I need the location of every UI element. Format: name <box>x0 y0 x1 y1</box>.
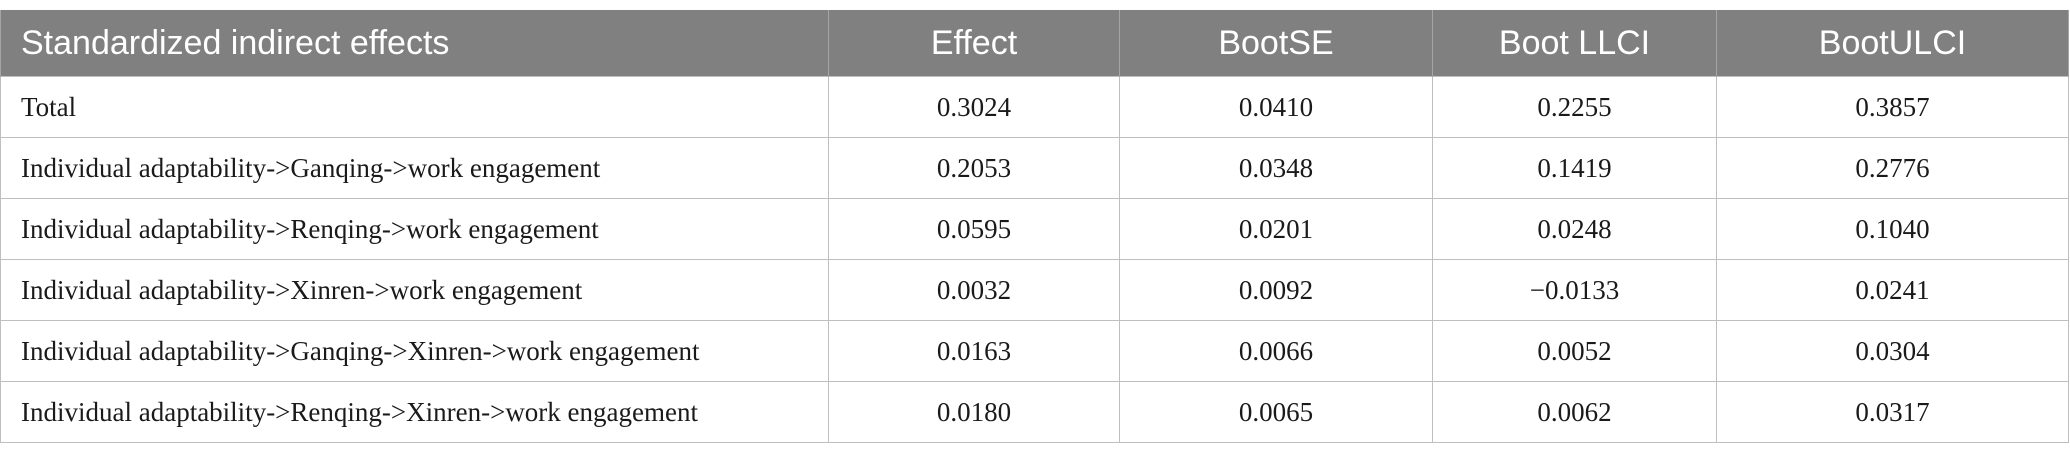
header-bootse: BootSE <box>1119 10 1433 77</box>
table-row: Total 0.3024 0.0410 0.2255 0.3857 <box>0 76 2069 138</box>
effect-cell: 0.0595 <box>828 198 1120 260</box>
row-label: Individual adaptability->Ganqing->Xinren… <box>0 320 829 382</box>
indirect-effects-table: Standardized indirect effects Effect Boo… <box>0 10 2069 443</box>
row-label: Individual adaptability->Renqing->work e… <box>0 198 829 260</box>
indirect-effects-table-container: Standardized indirect effects Effect Boo… <box>0 10 2069 443</box>
effect-cell: 0.0163 <box>828 320 1120 382</box>
bootse-cell: 0.0410 <box>1119 76 1433 138</box>
bootulci-cell: 0.3857 <box>1716 76 2069 138</box>
bootse-cell: 0.0348 <box>1119 137 1433 199</box>
row-label: Individual adaptability->Xinren->work en… <box>0 259 829 321</box>
bootulci-cell: 0.0317 <box>1716 381 2069 443</box>
effect-cell: 0.3024 <box>828 76 1120 138</box>
table-body: Total 0.3024 0.0410 0.2255 0.3857 Indivi… <box>0 76 2069 443</box>
effect-cell: 0.0032 <box>828 259 1120 321</box>
bootse-cell: 0.0066 <box>1119 320 1433 382</box>
table-header: Standardized indirect effects Effect Boo… <box>0 10 2069 77</box>
table-row: Individual adaptability->Renqing->work e… <box>0 198 2069 260</box>
bootulci-cell: 0.1040 <box>1716 198 2069 260</box>
bootulci-cell: 0.2776 <box>1716 137 2069 199</box>
boot-llci-cell: 0.0062 <box>1432 381 1717 443</box>
effect-cell: 0.2053 <box>828 137 1120 199</box>
table-row: Individual adaptability->Xinren->work en… <box>0 259 2069 321</box>
boot-llci-cell: 0.1419 <box>1432 137 1717 199</box>
table-row: Individual adaptability->Ganqing->Xinren… <box>0 320 2069 382</box>
bootulci-cell: 0.0304 <box>1716 320 2069 382</box>
header-bootulci: BootULCI <box>1716 10 2069 77</box>
boot-llci-cell: 0.0248 <box>1432 198 1717 260</box>
table-row: Individual adaptability->Ganqing->work e… <box>0 137 2069 199</box>
table-row: Individual adaptability->Renqing->Xinren… <box>0 381 2069 443</box>
header-standardized-indirect-effects: Standardized indirect effects <box>0 10 829 77</box>
row-label: Total <box>0 76 829 138</box>
row-label: Individual adaptability->Renqing->Xinren… <box>0 381 829 443</box>
boot-llci-cell: 0.0052 <box>1432 320 1717 382</box>
header-effect: Effect <box>828 10 1120 77</box>
header-row: Standardized indirect effects Effect Boo… <box>0 10 2069 77</box>
effect-cell: 0.0180 <box>828 381 1120 443</box>
bootulci-cell: 0.0241 <box>1716 259 2069 321</box>
bootse-cell: 0.0201 <box>1119 198 1433 260</box>
boot-llci-cell: −0.0133 <box>1432 259 1717 321</box>
boot-llci-cell: 0.2255 <box>1432 76 1717 138</box>
bootse-cell: 0.0092 <box>1119 259 1433 321</box>
row-label: Individual adaptability->Ganqing->work e… <box>0 137 829 199</box>
bootse-cell: 0.0065 <box>1119 381 1433 443</box>
header-boot-llci: Boot LLCI <box>1432 10 1717 77</box>
